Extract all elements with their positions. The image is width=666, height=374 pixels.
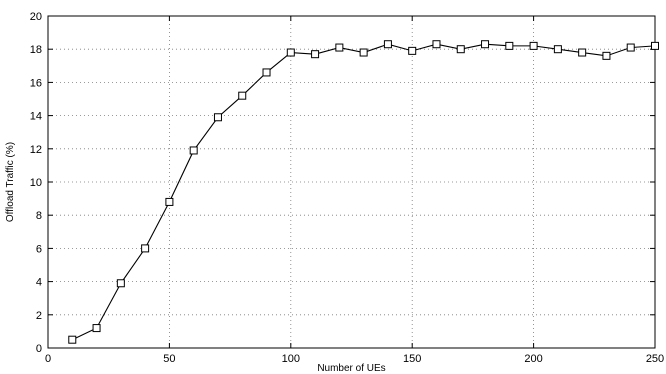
data-point <box>408 46 417 55</box>
x-tick-label: 100 <box>282 353 300 365</box>
data-point <box>141 244 150 253</box>
y-tick-label: 16 <box>30 77 42 89</box>
data-point <box>213 113 222 122</box>
data-point <box>432 40 441 49</box>
y-tick-label: 4 <box>36 277 42 289</box>
x-axis-label: Number of UEs <box>317 363 385 374</box>
data-point <box>626 43 635 52</box>
y-tick-label: 8 <box>36 210 42 222</box>
y-tick-label: 12 <box>30 144 42 156</box>
data-point <box>505 41 514 50</box>
y-tick-label: 2 <box>36 310 42 322</box>
y-axis-label: Offload Traffic (%) <box>5 142 16 222</box>
data-point <box>92 324 101 333</box>
y-tick-label: 6 <box>36 243 42 255</box>
data-point <box>602 51 611 60</box>
x-tick-label: 0 <box>45 353 51 365</box>
data-point <box>456 45 465 54</box>
data-point <box>116 279 125 288</box>
data-point <box>335 43 344 52</box>
x-tick-label: 50 <box>163 353 175 365</box>
y-tick-label: 14 <box>30 111 42 123</box>
data-point <box>238 91 247 100</box>
data-point <box>311 50 320 59</box>
data-point <box>529 41 538 50</box>
data-point <box>383 40 392 49</box>
series-layer <box>68 40 659 344</box>
plot-frame <box>47 15 656 349</box>
data-point <box>578 48 587 57</box>
data-point <box>262 68 271 77</box>
x-tick-label: 200 <box>524 353 542 365</box>
x-tick-label: 250 <box>646 353 664 365</box>
data-point <box>68 335 77 344</box>
tick-layer <box>47 15 656 349</box>
y-tick-label: 18 <box>30 44 42 56</box>
grid-layer <box>48 16 655 348</box>
y-tick-label: 0 <box>36 343 42 355</box>
data-point <box>553 45 562 54</box>
y-tick-label: 20 <box>30 11 42 23</box>
y-tick-label: 10 <box>30 177 42 189</box>
data-point <box>651 41 659 50</box>
tick-labels: 0 50 100 150 200 250 0 2 4 6 8 10 12 14 16 18 20 <box>30 11 664 365</box>
series-line <box>72 43 656 341</box>
data-point <box>165 197 174 206</box>
data-point <box>359 48 368 57</box>
data-point <box>481 40 490 49</box>
data-point <box>286 48 295 57</box>
x-tick-label: 150 <box>403 353 421 365</box>
data-point <box>189 146 198 155</box>
